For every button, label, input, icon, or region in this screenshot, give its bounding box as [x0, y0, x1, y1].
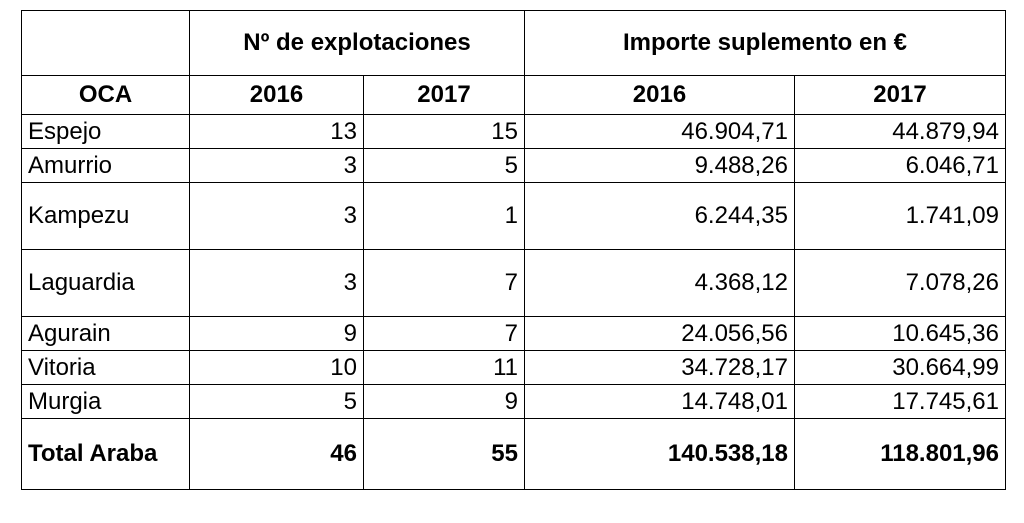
data-table: Nº de explotaciones Importe suplemento e… [21, 10, 1006, 490]
imp-2016-cell: 4.368,12 [524, 249, 795, 317]
imp-2017-cell: 1.741,09 [794, 182, 1006, 250]
exp-2017-cell: 9 [363, 384, 525, 419]
exp-2017-cell: 7 [363, 249, 525, 317]
exp-2017-cell: 11 [363, 350, 525, 385]
oca-cell: Espejo [21, 114, 190, 149]
oca-cell: Agurain [21, 316, 190, 351]
exp-2017-header: 2017 [363, 75, 525, 115]
table-row: Kampezu 3 1 6.244,35 1.741,09 [21, 182, 1006, 250]
total-imp-2016-cell: 140.538,18 [524, 418, 795, 490]
imp-2016-cell: 46.904,71 [524, 114, 795, 149]
exp-2016-cell: 3 [189, 182, 364, 250]
exp-2017-cell: 5 [363, 148, 525, 183]
imp-2017-header: 2017 [794, 75, 1006, 115]
oca-cell: Murgia [21, 384, 190, 419]
group-header-row: Nº de explotaciones Importe suplemento e… [21, 10, 1006, 76]
exp-2016-cell: 5 [189, 384, 364, 419]
imp-2017-cell: 17.745,61 [794, 384, 1006, 419]
exp-2016-cell: 9 [189, 316, 364, 351]
imp-2016-cell: 6.244,35 [524, 182, 795, 250]
total-imp-2017-cell: 118.801,96 [794, 418, 1006, 490]
imp-2016-cell: 34.728,17 [524, 350, 795, 385]
table-row: Laguardia 3 7 4.368,12 7.078,26 [21, 249, 1006, 317]
oca-cell: Laguardia [21, 249, 190, 317]
total-exp-2016-cell: 46 [189, 418, 364, 490]
total-label-cell: Total Araba [21, 418, 190, 490]
table-row: Agurain 9 7 24.056,56 10.645,36 [21, 316, 1006, 351]
exp-2017-cell: 15 [363, 114, 525, 149]
oca-cell: Vitoria [21, 350, 190, 385]
imp-2017-cell: 7.078,26 [794, 249, 1006, 317]
exp-2017-cell: 1 [363, 182, 525, 250]
imp-2017-cell: 44.879,94 [794, 114, 1006, 149]
imp-2016-cell: 9.488,26 [524, 148, 795, 183]
oca-header: OCA [21, 75, 190, 115]
exp-2016-cell: 13 [189, 114, 364, 149]
table-row: Espejo 13 15 46.904,71 44.879,94 [21, 114, 1006, 149]
total-exp-2017-cell: 55 [363, 418, 525, 490]
imp-2016-cell: 14.748,01 [524, 384, 795, 419]
exp-2017-cell: 7 [363, 316, 525, 351]
table-row: Murgia 5 9 14.748,01 17.745,61 [21, 384, 1006, 419]
imp-2016-header: 2016 [524, 75, 795, 115]
imp-2017-cell: 10.645,36 [794, 316, 1006, 351]
imp-2016-cell: 24.056,56 [524, 316, 795, 351]
table-row: Amurrio 3 5 9.488,26 6.046,71 [21, 148, 1006, 183]
exp-2016-cell: 3 [189, 148, 364, 183]
exp-2016-cell: 10 [189, 350, 364, 385]
total-row: Total Araba 46 55 140.538,18 118.801,96 [21, 418, 1006, 490]
oca-cell: Amurrio [21, 148, 190, 183]
table-row: Vitoria 10 11 34.728,17 30.664,99 [21, 350, 1006, 385]
blank-header-cell [21, 10, 190, 76]
imp-2017-cell: 30.664,99 [794, 350, 1006, 385]
exp-2016-header: 2016 [189, 75, 364, 115]
exp-2016-cell: 3 [189, 249, 364, 317]
year-header-row: OCA 2016 2017 2016 2017 [21, 75, 1006, 115]
oca-cell: Kampezu [21, 182, 190, 250]
explotaciones-header: Nº de explotaciones [189, 10, 525, 76]
importe-header: Importe suplemento en € [524, 10, 1006, 76]
imp-2017-cell: 6.046,71 [794, 148, 1006, 183]
